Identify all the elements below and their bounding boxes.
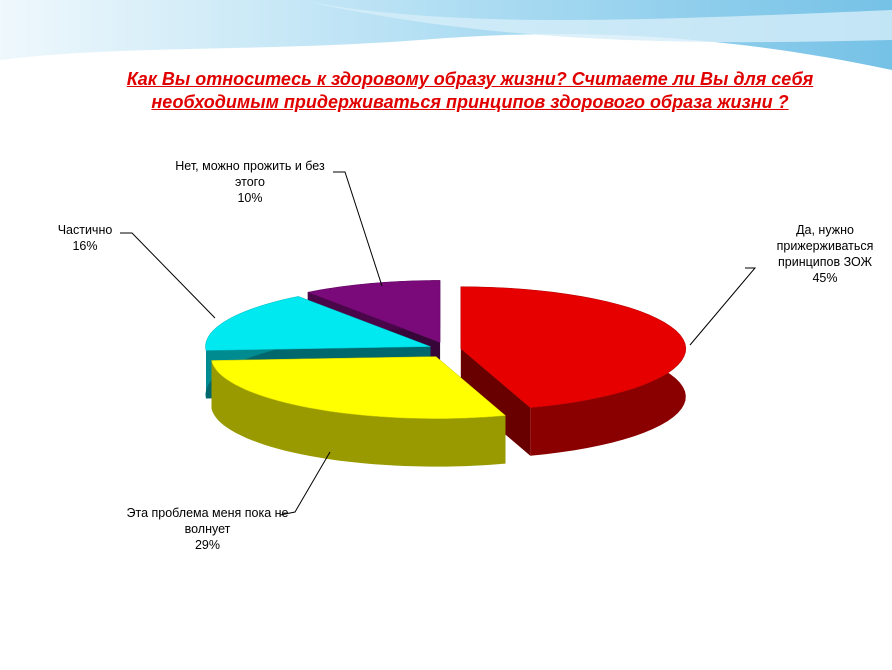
header-swoosh	[0, 0, 892, 70]
slice	[306, 280, 441, 343]
value-label: 10%	[237, 191, 263, 205]
category-label: Эта проблема меня пока не волнует	[126, 506, 289, 536]
category-label: Нет, можно прожить и без этого	[175, 159, 325, 189]
leader-line	[333, 171, 383, 287]
data-label: Да, нужно прижерживаться принципов ЗОЖ 45…	[765, 222, 885, 286]
leader-line	[120, 232, 216, 319]
chart-title: Как Вы относитесь к здоровому образу жиз…	[126, 69, 814, 112]
value-label: 16%	[72, 239, 98, 253]
slice	[211, 356, 507, 419]
slice	[205, 296, 431, 351]
value-label: 45%	[812, 271, 838, 285]
data-label: Нет, можно прожить и без этого 10%	[160, 158, 340, 206]
category-label: Частично	[57, 223, 113, 237]
data-label: Частично 16%	[40, 222, 130, 254]
slice-side	[460, 348, 531, 456]
leader-line	[279, 451, 331, 516]
data-label: Эта проблема меня пока не волнует 29%	[125, 505, 290, 553]
header-swoosh	[300, 0, 892, 43]
leader-line	[689, 267, 757, 346]
category-label: Да, нужно прижерживаться принципов ЗОЖ	[776, 223, 874, 269]
slice	[460, 286, 687, 408]
slice-side	[211, 360, 506, 467]
value-label: 29%	[194, 538, 221, 552]
